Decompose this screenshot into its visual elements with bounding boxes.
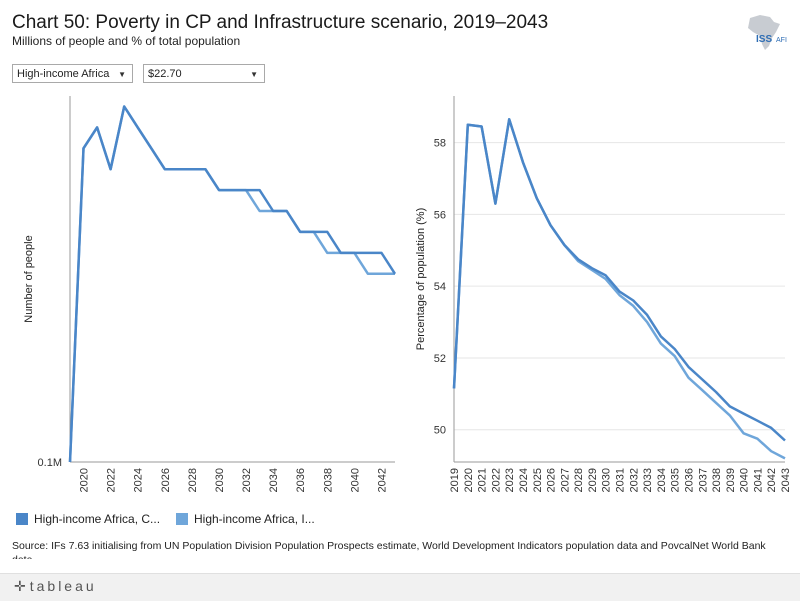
- x-tick-label: 2029: [587, 468, 599, 492]
- source-note: Source: IFs 7.63 initialising from UN Po…: [12, 540, 766, 559]
- legend-label-cp: High-income Africa, C...: [34, 512, 161, 526]
- legend-item-infrastructure[interactable]: High-income Africa, I...: [176, 511, 315, 527]
- x-tick-label: 2042: [376, 468, 388, 492]
- x-tick-label: 2036: [295, 468, 307, 492]
- logo-iss-text: ISS: [756, 34, 772, 45]
- x-tick-label: 2022: [106, 468, 118, 492]
- y-tick-label: 54: [434, 281, 446, 293]
- chevron-down-icon: ▼: [250, 70, 258, 79]
- x-tick-label: 2026: [160, 468, 172, 492]
- series-line-1: [452, 118, 786, 460]
- legend-item-cp[interactable]: High-income Africa, C...: [16, 511, 160, 527]
- tableau-logo[interactable]: ✛ tableau: [14, 578, 97, 595]
- x-tick-label: 2040: [739, 468, 751, 492]
- region-dropdown-value: High-income Africa: [17, 68, 110, 80]
- tableau-brand-text: tableau: [29, 578, 97, 594]
- x-tick-label: 2036: [683, 468, 695, 492]
- x-tick-label: 2026: [546, 468, 558, 492]
- y-axis-label: Number of people: [23, 235, 35, 322]
- y-tick-label: 50: [434, 425, 446, 437]
- x-tick-label: 2028: [573, 468, 585, 492]
- legend-label-infrastructure: High-income Africa, I...: [194, 512, 315, 526]
- x-tick-label: 2041: [752, 468, 764, 492]
- x-tick-label: 2037: [697, 468, 709, 492]
- x-tick-label: 2034: [656, 468, 668, 492]
- iss-africa-logo: ISS AFI: [748, 15, 787, 50]
- chart-subtitle: Millions of people and % of total popula…: [12, 34, 241, 48]
- x-tick-label: 2020: [79, 468, 91, 492]
- x-tick-label: 2024: [518, 468, 530, 492]
- x-tick-label: 2034: [268, 468, 280, 492]
- x-tick-label: 2032: [241, 468, 253, 492]
- x-tick-label: 2042: [766, 468, 778, 492]
- x-tick-label: 2023: [504, 468, 516, 492]
- africa-map-icon: [748, 15, 780, 50]
- x-tick-label: 2027: [559, 468, 571, 492]
- y-tick-label: 58: [434, 138, 446, 150]
- series-line-0: [452, 118, 786, 442]
- x-tick-label: 2035: [670, 468, 682, 492]
- tableau-mark-icon: ✛: [14, 578, 26, 594]
- threshold-dropdown-value: $22.70: [148, 68, 182, 80]
- y-tick-label: 56: [434, 209, 446, 221]
- legend-swatch-cp: [16, 513, 28, 525]
- y-tick-label: 52: [434, 353, 446, 365]
- x-tick-label: 2032: [628, 468, 640, 492]
- region-dropdown[interactable]: High-income Africa ▼: [12, 64, 133, 83]
- x-tick-label: 2024: [133, 468, 145, 492]
- logo-afi-text: AFI: [776, 37, 787, 44]
- x-tick-label: 2020: [463, 468, 475, 492]
- x-tick-label: 2025: [532, 468, 544, 492]
- x-tick-label: 2021: [477, 468, 489, 492]
- threshold-dropdown[interactable]: $22.70 ▼: [143, 64, 265, 83]
- x-tick-label: 2038: [322, 468, 334, 492]
- legend-swatch-infrastructure: [176, 513, 188, 525]
- x-tick-label: 2040: [349, 468, 361, 492]
- x-tick-label: 2043: [780, 468, 792, 492]
- chevron-down-icon: ▼: [118, 70, 126, 79]
- x-tick-label: 2028: [187, 468, 199, 492]
- tableau-footer: ✛ tableau: [0, 573, 800, 601]
- x-tick-label: 2022: [490, 468, 502, 492]
- series-line-0: [68, 105, 397, 463]
- x-tick-label: 2039: [725, 468, 737, 492]
- x-tick-label: 2033: [642, 468, 654, 492]
- x-tick-label: 2030: [601, 468, 613, 492]
- y-tick-label: 0.1M: [38, 457, 62, 469]
- y-axis-label: Percentage of population (%): [415, 208, 427, 350]
- x-tick-label: 2038: [711, 468, 723, 492]
- chart-title: Chart 50: Poverty in CP and Infrastructu…: [12, 12, 549, 33]
- x-tick-label: 2031: [615, 468, 627, 492]
- x-tick-label: 2030: [214, 468, 226, 492]
- x-tick-label: 2019: [449, 468, 461, 492]
